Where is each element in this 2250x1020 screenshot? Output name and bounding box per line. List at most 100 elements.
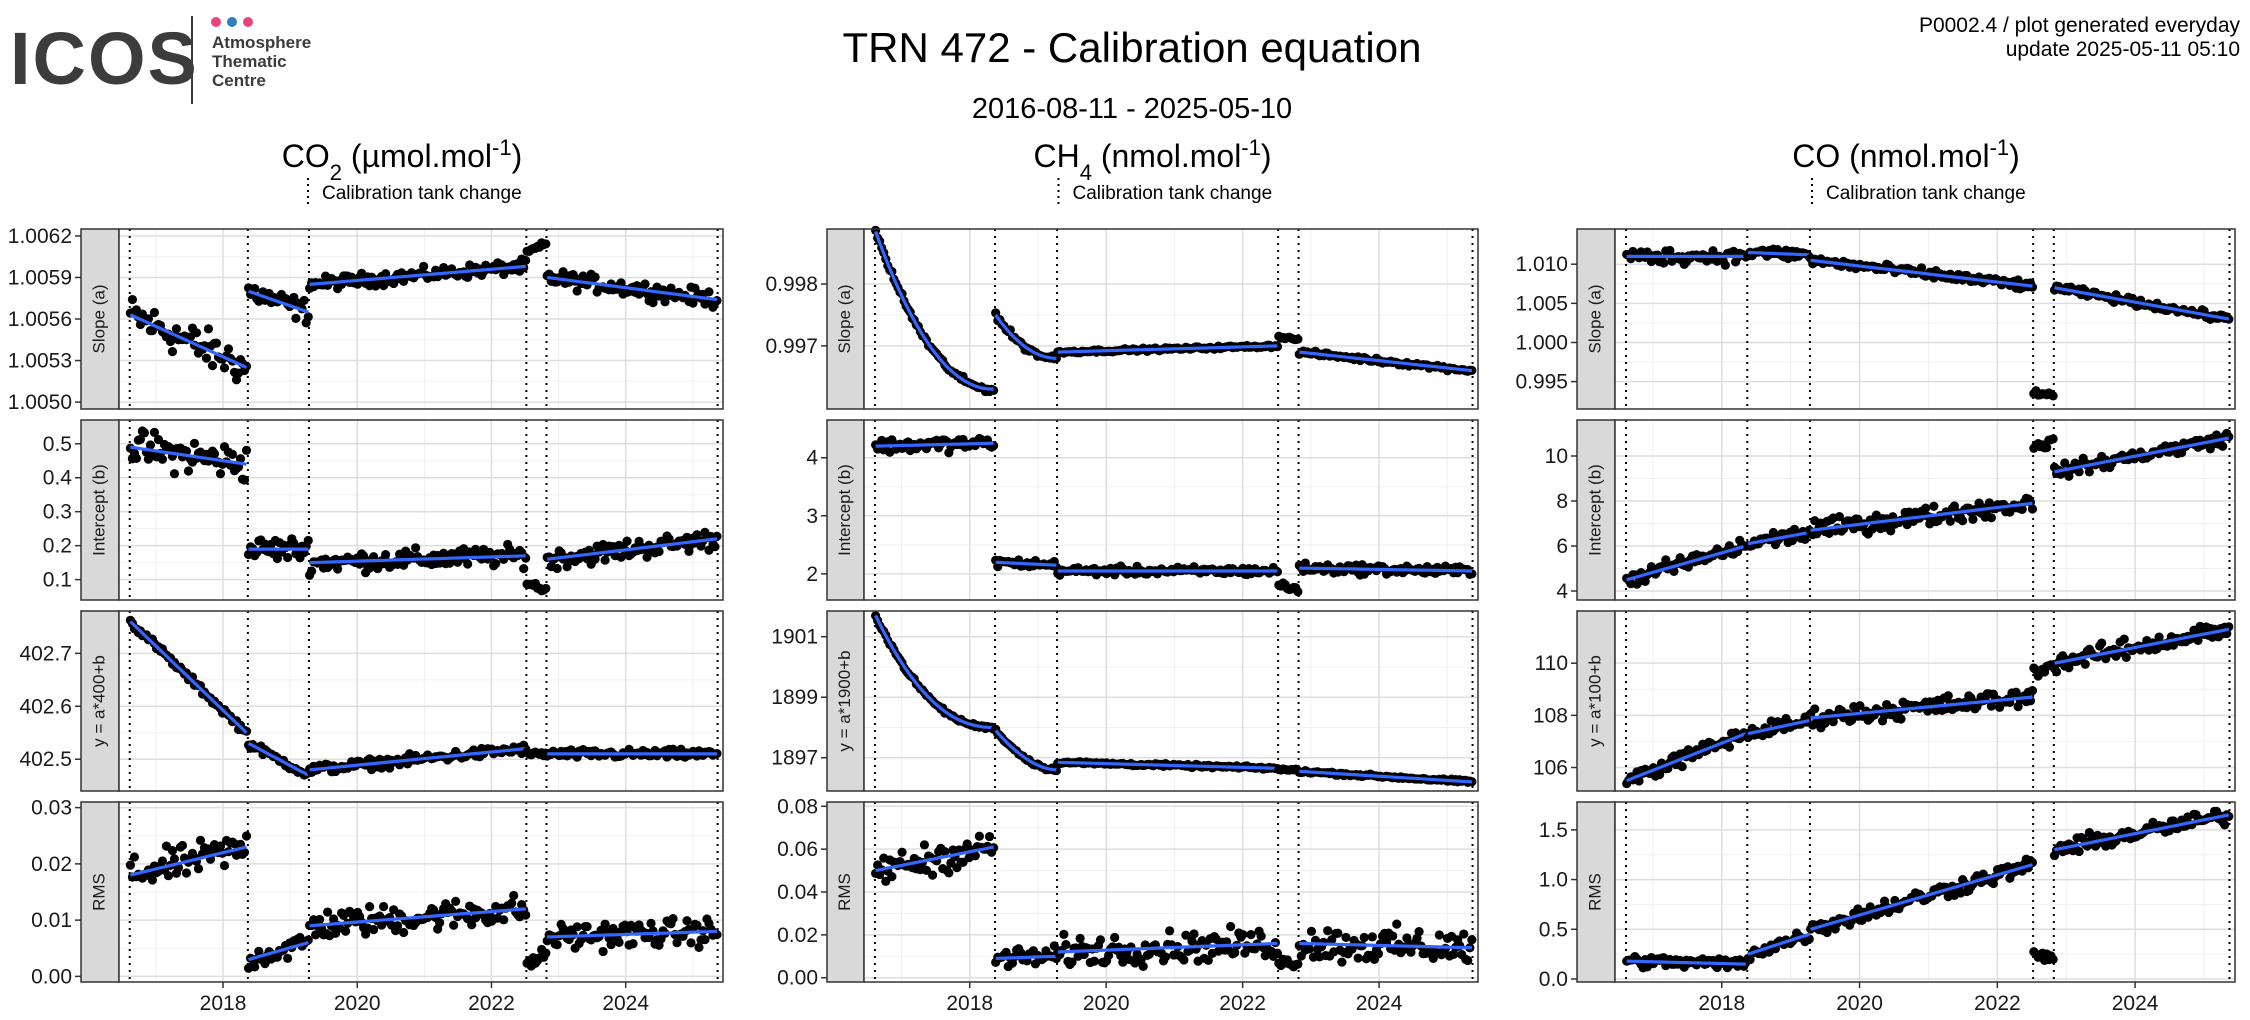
trend-line bbox=[1747, 719, 1810, 736]
data-point bbox=[692, 920, 702, 930]
legend-label: Calibration tank change bbox=[1073, 183, 1273, 204]
data-point bbox=[1916, 263, 1927, 273]
data-point bbox=[2027, 504, 2038, 514]
trend-line bbox=[2054, 813, 2230, 852]
data-point bbox=[1724, 742, 1735, 752]
data-point bbox=[315, 914, 325, 925]
y-tick-label: 0.02 bbox=[31, 853, 72, 876]
data-point bbox=[1768, 527, 1778, 538]
legend-label: Calibration tank change bbox=[1826, 183, 2026, 204]
data-point bbox=[207, 361, 218, 371]
data-point bbox=[2013, 702, 2023, 712]
x-tick-label: 2024 bbox=[1356, 992, 1403, 1015]
trend-line bbox=[247, 741, 310, 777]
data-point bbox=[2027, 686, 2038, 696]
data-point bbox=[590, 272, 600, 282]
data-point bbox=[203, 324, 214, 334]
data-point bbox=[541, 239, 551, 249]
x-tick-label: 2020 bbox=[1836, 992, 1883, 1015]
data-point bbox=[2084, 828, 2094, 838]
panel-border bbox=[863, 801, 1479, 983]
trend-line bbox=[2054, 627, 2230, 665]
data-point bbox=[614, 937, 624, 947]
y-tick-label: 4 bbox=[806, 447, 818, 470]
logo-dot bbox=[227, 17, 237, 27]
panel-co-2: y = a*100+b 106 108 110 bbox=[1533, 610, 2236, 792]
y-tick-label: 0.00 bbox=[31, 965, 72, 988]
y-tick-label: 0.00 bbox=[777, 967, 818, 990]
y-tick-label: 402.5 bbox=[19, 748, 72, 771]
data-point bbox=[682, 916, 692, 926]
data-point bbox=[435, 918, 445, 928]
y-tick-label: 0.5 bbox=[1539, 918, 1568, 941]
trend-line bbox=[1626, 959, 1746, 966]
y-tick-label: 1.000 bbox=[1515, 331, 1568, 354]
data-point bbox=[157, 856, 168, 866]
column-header: CH4 (nmol.mol-1) bbox=[1033, 135, 1271, 185]
data-point bbox=[590, 554, 600, 564]
data-point bbox=[1720, 260, 1730, 270]
y-tick-label: 1.5 bbox=[1539, 819, 1568, 842]
y-tick-label: 0.08 bbox=[777, 795, 818, 818]
data-point bbox=[2011, 687, 2021, 697]
data-point bbox=[219, 860, 230, 871]
data-point bbox=[1373, 949, 1384, 959]
data-point bbox=[1337, 957, 1347, 967]
data-point bbox=[1388, 931, 1398, 941]
meta-line-2: update 2025-05-11 05:10 bbox=[2006, 38, 2240, 61]
data-point bbox=[1677, 762, 1687, 772]
data-point bbox=[704, 287, 714, 297]
data-point bbox=[223, 344, 234, 354]
x-tick-label: 2024 bbox=[2112, 992, 2159, 1015]
data-point bbox=[1110, 932, 1120, 943]
data-point bbox=[507, 898, 517, 908]
data-point bbox=[125, 860, 136, 870]
y-tick-label: 4 bbox=[1556, 580, 1568, 603]
panel-strip bbox=[826, 610, 865, 792]
trend-line bbox=[547, 537, 718, 561]
data-point bbox=[616, 278, 626, 288]
data-point bbox=[654, 546, 664, 557]
panel-co2-1: Intercept (b) 0.1 0.2 0.3 0.4 0.5 bbox=[43, 419, 724, 601]
data-point bbox=[2193, 635, 2203, 646]
y-tick-label: 1.005 bbox=[1515, 292, 1568, 315]
data-point bbox=[1272, 948, 1283, 958]
x-tick-label: 2022 bbox=[1219, 992, 1266, 1015]
data-point bbox=[303, 312, 313, 322]
data-point bbox=[291, 313, 301, 323]
figure-subtitle: 2016-08-11 - 2025-05-10 bbox=[972, 93, 1292, 125]
data-point bbox=[365, 902, 375, 912]
y-tick-label: 1.0 bbox=[1539, 869, 1568, 892]
data-point bbox=[2074, 846, 2084, 857]
trend-line bbox=[309, 264, 526, 286]
data-point bbox=[1459, 929, 1469, 939]
trend-line bbox=[1299, 941, 1472, 950]
data-point bbox=[303, 535, 313, 546]
data-point bbox=[149, 307, 160, 318]
data-point bbox=[1089, 956, 1099, 966]
data-point bbox=[381, 269, 391, 279]
x-tick-label: 2020 bbox=[334, 992, 381, 1015]
data-point bbox=[241, 831, 252, 841]
data-point bbox=[1230, 948, 1240, 958]
trend-line bbox=[874, 230, 994, 391]
data-point bbox=[608, 923, 618, 934]
panel-strip-label: y = a*400+b bbox=[89, 655, 108, 747]
panel-strip-label: RMS bbox=[1585, 873, 1604, 911]
y-tick-label: 0.3 bbox=[43, 501, 72, 524]
panel-co2-3: RMS 0.00 0.01 0.02 0.03 2018 2020 2022 2024 bbox=[31, 797, 724, 1015]
data-point bbox=[2154, 632, 2164, 642]
column-header-part: ) bbox=[1261, 138, 1272, 174]
trend-line bbox=[1747, 250, 1810, 257]
data-point bbox=[169, 469, 180, 479]
y-tick-label: 1.0056 bbox=[8, 308, 72, 331]
data-point bbox=[2017, 504, 2027, 515]
trend-line bbox=[1626, 544, 1747, 582]
trend-line bbox=[1057, 344, 1278, 354]
data-point bbox=[974, 831, 984, 841]
data-point bbox=[694, 942, 704, 952]
data-point bbox=[606, 940, 616, 950]
data-point bbox=[163, 871, 174, 881]
column-header-part: ) bbox=[512, 138, 523, 174]
data-point bbox=[1896, 714, 1906, 724]
